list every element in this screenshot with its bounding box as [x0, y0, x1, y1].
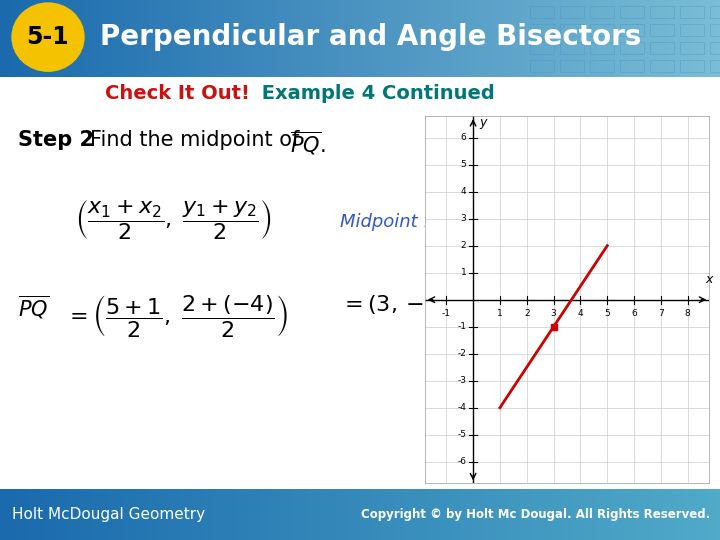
Text: -1: -1	[457, 322, 467, 331]
Text: Step 2: Step 2	[18, 130, 94, 150]
Text: y: y	[480, 116, 487, 129]
Text: 2: 2	[524, 309, 530, 318]
Text: 6: 6	[461, 133, 467, 142]
Text: 5: 5	[604, 309, 610, 318]
Text: 3: 3	[551, 309, 557, 318]
Text: Midpoint formula.: Midpoint formula.	[340, 213, 499, 231]
Text: 2: 2	[461, 241, 467, 250]
Text: 3: 3	[461, 214, 467, 223]
Text: $\left(\dfrac{x_1 + x_2}{2},\;\dfrac{y_1 + y_2}{2}\right)$: $\left(\dfrac{x_1 + x_2}{2},\;\dfrac{y_1…	[75, 198, 272, 242]
Text: -3: -3	[457, 376, 467, 385]
Text: -6: -6	[457, 457, 467, 466]
Text: 7: 7	[658, 309, 664, 318]
Text: Example 4 Continued: Example 4 Continued	[255, 84, 495, 103]
Text: -5: -5	[457, 430, 467, 439]
Text: Check It Out!: Check It Out!	[105, 84, 250, 103]
Text: 4: 4	[461, 187, 467, 196]
Text: -2: -2	[457, 349, 467, 358]
Text: 1: 1	[461, 268, 467, 277]
Text: Find the midpoint of: Find the midpoint of	[90, 130, 306, 150]
Text: $=\left(\dfrac{5+1}{2},\;\dfrac{2+(-4)}{2}\right)$: $=\left(\dfrac{5+1}{2},\;\dfrac{2+(-4)}{…	[65, 293, 288, 339]
Ellipse shape	[12, 3, 84, 71]
Text: 1: 1	[497, 309, 503, 318]
Text: -4: -4	[457, 403, 467, 412]
Text: 5-1: 5-1	[27, 25, 69, 49]
Text: Copyright © by Holt Mc Dougal. All Rights Reserved.: Copyright © by Holt Mc Dougal. All Right…	[361, 508, 710, 521]
Text: 6: 6	[631, 309, 637, 318]
Text: x: x	[706, 273, 713, 286]
Text: 8: 8	[685, 309, 690, 318]
Text: Holt McDougal Geometry: Holt McDougal Geometry	[12, 508, 205, 522]
Text: Perpendicular and Angle Bisectors: Perpendicular and Angle Bisectors	[100, 23, 642, 51]
Text: $\overline{PQ}$.: $\overline{PQ}$.	[290, 130, 325, 158]
Text: 4: 4	[577, 309, 583, 318]
Text: $\overline{PQ}$: $\overline{PQ}$	[18, 293, 49, 321]
Text: 5: 5	[461, 160, 467, 169]
Text: $= (3, -1)$: $= (3, -1)$	[340, 293, 451, 316]
Text: -1: -1	[442, 309, 451, 318]
